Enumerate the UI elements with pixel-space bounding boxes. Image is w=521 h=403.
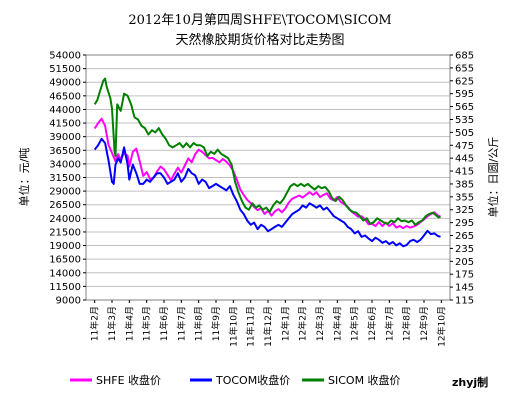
right-tick-label: 325 (455, 205, 474, 216)
x-tick-label: 11年2月 (89, 306, 101, 341)
right-tick-label: 415 (455, 167, 474, 178)
x-tick-label: 12年3月 (314, 306, 326, 341)
left-tick-label: 31500 (49, 173, 81, 184)
right-tick-label: 355 (455, 192, 474, 203)
right-tick-label: 445 (455, 154, 474, 165)
x-tick-label: 11年7月 (175, 306, 187, 341)
right-tick-label: 295 (455, 218, 474, 229)
right-tick-label: 205 (455, 257, 474, 268)
series-group (93, 77, 441, 248)
right-tick-label: 505 (455, 128, 474, 139)
legend-label: SICOM 收盘价 (328, 373, 401, 387)
legend: SHFE 收盘价 TOCOM收盘价 SICOM 收盘价 (70, 373, 401, 387)
left-tick-label: 9000 (56, 296, 81, 307)
left-tick-label: 36500 (49, 146, 81, 157)
x-tick-label: 12年2月 (297, 306, 309, 341)
x-axis: 11年2月 11年3月 11年4月 11年5月 11年6月 11年7月 11年8月 11年9月… (89, 300, 447, 347)
x-tick-label: 12年10月 (435, 306, 447, 347)
right-tick-label: 475 (455, 141, 474, 152)
x-tick-label: 11年6月 (158, 306, 170, 341)
x-tick-label: 11年3月 (106, 306, 118, 341)
right-tick-label: 175 (455, 270, 474, 281)
x-tick-label: 12年9月 (418, 306, 430, 341)
left-tick-label: 41500 (49, 119, 81, 130)
right-tick-label: 625 (455, 76, 474, 87)
right-tick-label: 235 (455, 244, 474, 255)
right-tick-label: 145 (455, 283, 474, 294)
series-line-2 (93, 77, 441, 226)
right-tick-label: 655 (455, 63, 474, 74)
right-axis-label: 单位：日圆/公斤 (486, 137, 500, 218)
left-y-axis: 54000 51500 49000 46500 44000 41500 39000 36500… (49, 51, 86, 307)
left-tick-label: 29000 (49, 187, 81, 198)
x-tick-label: 12年5月 (349, 306, 361, 341)
x-tick-label: 11年11月 (245, 306, 257, 347)
x-tick-label: 11年12月 (262, 306, 274, 347)
x-tick-label: 12年8月 (401, 306, 413, 341)
x-tick-label: 12年1月 (279, 306, 291, 341)
left-tick-label: 54000 (49, 51, 81, 62)
series-line-1 (93, 137, 441, 248)
left-tick-label: 14000 (49, 268, 81, 279)
x-tick-label: 11年5月 (141, 306, 153, 341)
x-tick-label: 11年9月 (210, 306, 222, 341)
legend-label: TOCOM收盘价 (215, 373, 290, 387)
left-tick-label: 44000 (49, 105, 81, 116)
left-tick-label: 16500 (49, 255, 81, 266)
right-tick-label: 115 (455, 296, 474, 307)
left-tick-label: 34000 (49, 159, 81, 170)
right-tick-label: 565 (455, 102, 474, 113)
right-tick-label: 265 (455, 231, 474, 242)
x-tick-label: 12年6月 (366, 306, 378, 341)
x-tick-label: 11年10月 (227, 306, 239, 347)
right-tick-label: 685 (455, 51, 474, 62)
legend-label: SHFE 收盘价 (96, 373, 161, 387)
left-axis-label: 单位：元/吨 (17, 148, 31, 207)
credit-label: zhyj制 (452, 375, 488, 389)
right-tick-label: 595 (455, 89, 474, 100)
left-tick-label: 39000 (49, 132, 81, 143)
left-tick-label: 49000 (49, 78, 81, 89)
right-tick-label: 385 (455, 179, 474, 190)
left-tick-label: 19000 (49, 241, 81, 252)
gridlines (86, 68, 450, 287)
left-tick-label: 24000 (49, 214, 81, 225)
x-tick-label: 12年7月 (383, 306, 395, 341)
x-tick-label: 11年4月 (123, 306, 135, 341)
x-tick-label: 11年8月 (193, 306, 205, 341)
left-tick-label: 21500 (49, 227, 81, 238)
right-tick-label: 535 (455, 115, 474, 126)
left-tick-label: 11500 (49, 282, 81, 293)
chart-title: 2012年10月第四周SHFE\TOCOM\SICOM (128, 13, 391, 28)
series-line-0 (93, 117, 441, 230)
x-tick-label: 12年4月 (331, 306, 343, 341)
left-tick-label: 46500 (49, 91, 81, 102)
left-tick-label: 26500 (49, 200, 81, 211)
chart-subtitle: 天然橡胶期货价格对比走势图 (175, 32, 344, 48)
left-tick-label: 51500 (49, 64, 81, 75)
